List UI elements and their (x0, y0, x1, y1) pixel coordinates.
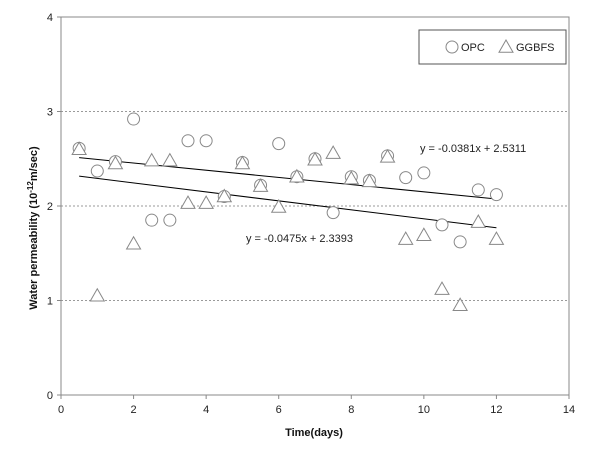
ggbfs-point (107, 155, 124, 170)
y-tick-label: 1 (47, 296, 53, 308)
opc-point (90, 164, 104, 178)
ggbfs-point (325, 145, 342, 159)
legend-opc-symbol (445, 40, 459, 54)
y-tick-label: 3 (47, 107, 53, 119)
legend-box (418, 29, 567, 65)
ggbfs-point (270, 198, 287, 213)
ggbfs-point (361, 173, 378, 188)
ggbfs-point (216, 188, 233, 203)
y-tick-label: 2 (47, 201, 53, 213)
x-tick-label: 4 (203, 404, 209, 416)
gridlines (61, 111, 569, 301)
opc-point (399, 171, 413, 185)
x-tick-label: 0 (58, 404, 64, 416)
opc-point (489, 188, 503, 202)
ggbfs-trendline (79, 175, 497, 229)
opc-point (181, 134, 195, 148)
ggbfs-point (452, 297, 469, 311)
ggbfs-point (470, 214, 487, 228)
ggbfs-point (161, 152, 178, 167)
opc-point (145, 213, 159, 227)
ggbfs-point (89, 287, 106, 302)
opc-point (326, 206, 340, 220)
legend: OPC GGBFS (418, 29, 567, 65)
ggbfs-point (397, 231, 414, 245)
opc-point (453, 235, 467, 249)
ggbfs-point (180, 195, 196, 209)
y-axis-title-prefix: Water permeability (10 (28, 193, 40, 310)
opc-point (199, 134, 213, 148)
y-axis-title: Water permeability (10-12m/sec) (26, 146, 40, 310)
x-tick-label: 14 (563, 404, 575, 416)
ggbfs-point (143, 152, 160, 167)
ggbfs-point (415, 227, 432, 242)
ggbfs-point (252, 178, 269, 192)
y-axis-title-exponent: -12 (26, 181, 35, 193)
data-markers (71, 112, 505, 311)
ggbfs-point (434, 281, 450, 295)
x-axis-title: Time(days) (285, 427, 343, 439)
opc-point (417, 166, 431, 180)
x-tick-label: 10 (418, 404, 430, 416)
ggbfs-point (71, 141, 88, 156)
ggbfs-point (234, 155, 251, 170)
legend-ggbfs-marker (498, 38, 514, 53)
legend-ggbfs-label: GGBFS (516, 42, 555, 54)
x-tick-label: 2 (131, 404, 137, 416)
opc-point (272, 137, 286, 151)
ggbfs-trendline-equation: y = -0.0475x + 2.3393 (246, 233, 353, 245)
x-tick-label: 8 (348, 404, 354, 416)
legend-opc-label: OPC (461, 42, 485, 54)
legend-opc-marker (445, 40, 459, 54)
y-tick-label: 4 (47, 12, 53, 24)
ggbfs-point (343, 170, 360, 185)
opc-point (163, 213, 177, 227)
ggbfs-point (307, 151, 323, 166)
x-tick-label: 12 (490, 404, 502, 416)
ggbfs-point (488, 231, 505, 245)
y-tick-label: 0 (47, 390, 53, 402)
opc-point (471, 183, 485, 197)
opc-point (127, 112, 141, 126)
ggbfs-point (379, 148, 396, 163)
ggbfs-point (125, 235, 142, 250)
y-axis-title-suffix: m/sec) (28, 146, 40, 181)
legend-ggbfs-symbol (498, 38, 514, 53)
opc-trendline-equation: y = -0.0381x + 2.5311 (420, 143, 526, 155)
x-tick-label: 6 (276, 404, 282, 416)
ggbfs-point (198, 195, 215, 209)
opc-point (435, 218, 449, 232)
ggbfs-point (288, 168, 305, 183)
